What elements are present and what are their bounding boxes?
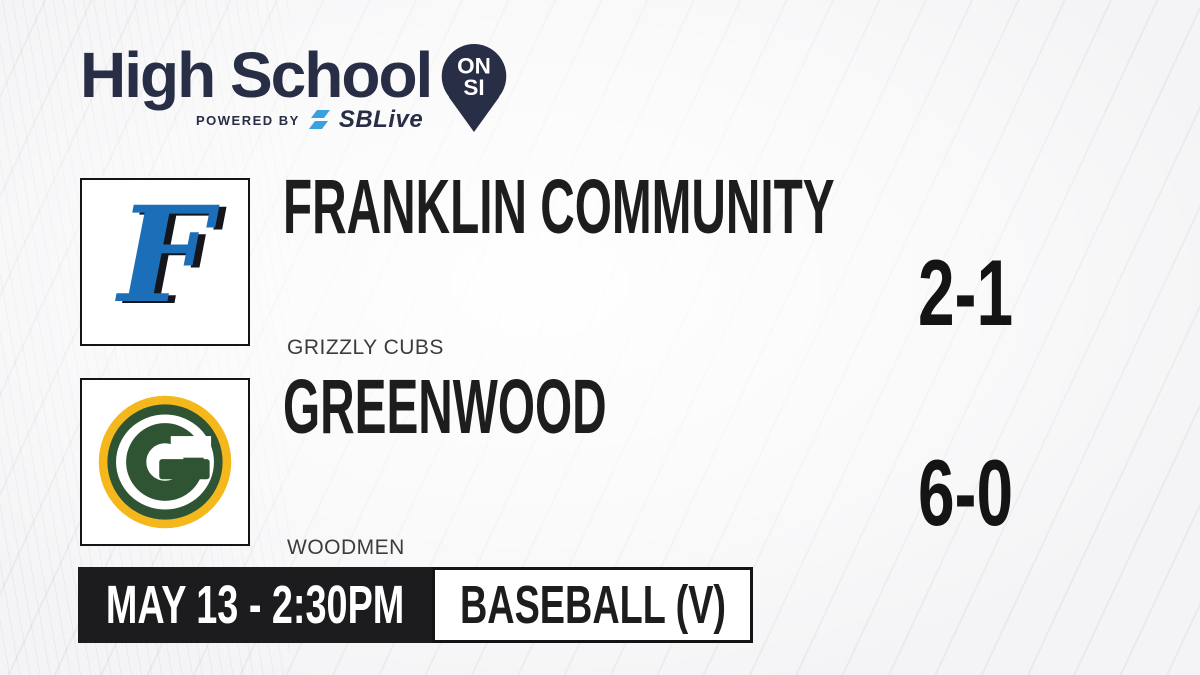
- team2-record: 6-0: [917, 440, 1014, 545]
- team1-record: 2-1: [917, 240, 1014, 345]
- pin-text-on: ON: [457, 53, 491, 78]
- powered-by-label: POWERED BY: [196, 112, 300, 128]
- team1-mascot: GRIZZLY CUBS: [287, 336, 444, 359]
- date-time-text: MAY 13 - 2:30PM: [105, 575, 405, 635]
- franklin-logo: F: [80, 178, 250, 346]
- sblive-logo: SBLive: [338, 106, 424, 133]
- powered-by-row: POWERED BY SBLive: [196, 106, 423, 134]
- pin-text-si: SI: [463, 75, 484, 100]
- greenwood-logo: [80, 378, 250, 546]
- team2-mascot: WOODMEN: [287, 536, 405, 559]
- sport-text: BASEBALL (V): [459, 575, 726, 635]
- sport-badge: BASEBALL (V): [432, 567, 753, 643]
- high-school-wordmark: High School: [80, 39, 433, 111]
- date-time-badge: MAY 13 - 2:30PM: [78, 567, 432, 643]
- greenwood-g-icon: [98, 395, 232, 529]
- sblive-bolt-icon: [308, 110, 330, 129]
- on-si-pin-icon: ON SI: [441, 44, 507, 132]
- team2-name: GREENWOOD: [283, 364, 607, 450]
- franklin-logo-letter: F: [118, 178, 212, 333]
- team1-name: FRANKLIN COMMUNITY: [283, 164, 835, 250]
